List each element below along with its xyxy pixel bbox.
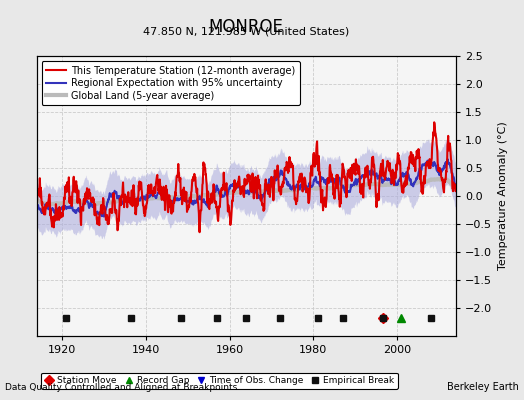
Text: Berkeley Earth: Berkeley Earth — [447, 382, 519, 392]
Text: MONROE: MONROE — [209, 18, 283, 36]
Y-axis label: Temperature Anomaly (°C): Temperature Anomaly (°C) — [498, 122, 508, 270]
Legend: Station Move, Record Gap, Time of Obs. Change, Empirical Break: Station Move, Record Gap, Time of Obs. C… — [41, 373, 398, 389]
Text: Data Quality Controlled and Aligned at Breakpoints: Data Quality Controlled and Aligned at B… — [5, 383, 237, 392]
Text: 47.850 N, 121.985 W (United States): 47.850 N, 121.985 W (United States) — [143, 26, 350, 36]
